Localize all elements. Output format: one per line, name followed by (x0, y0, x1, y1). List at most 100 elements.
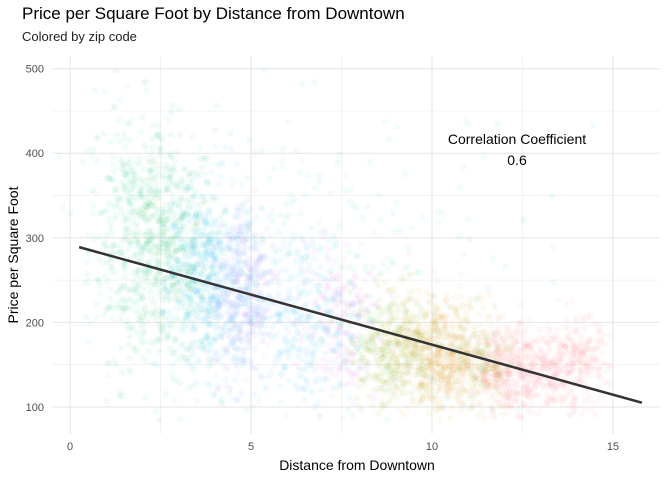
data-point (137, 229, 144, 237)
data-point (383, 366, 390, 373)
data-point (459, 302, 467, 310)
data-point (132, 159, 140, 166)
data-point (185, 311, 192, 318)
data-point (109, 161, 117, 168)
data-point (164, 334, 172, 342)
data-point (285, 118, 293, 126)
data-point (126, 120, 134, 128)
data-point (55, 152, 62, 160)
data-point (171, 350, 179, 357)
data-point (440, 298, 448, 306)
data-point (223, 264, 231, 271)
data-point (347, 378, 355, 385)
data-point (163, 201, 171, 208)
data-point (167, 310, 175, 318)
data-point (209, 264, 217, 271)
data-point (170, 265, 178, 272)
data-point (371, 342, 379, 350)
data-point (168, 281, 175, 289)
data-point (341, 357, 348, 364)
data-point (446, 331, 454, 339)
data-point (184, 247, 191, 255)
data-point (247, 265, 254, 273)
data-point (169, 240, 176, 248)
data-point (376, 296, 383, 304)
data-point (143, 237, 150, 245)
data-point (118, 209, 126, 216)
data-point (151, 278, 158, 285)
data-point (119, 165, 126, 172)
data-point (276, 309, 283, 317)
data-point (172, 294, 179, 301)
data-point (184, 196, 192, 204)
data-point (581, 325, 588, 332)
data-point (140, 182, 147, 190)
data-point (130, 278, 138, 286)
data-point (187, 263, 195, 271)
data-point (106, 175, 113, 182)
data-point (432, 359, 440, 367)
data-point (568, 298, 576, 305)
data-point (466, 121, 473, 129)
data-point (121, 134, 128, 142)
data-point (153, 187, 160, 195)
data-point (488, 333, 495, 340)
data-point (130, 208, 137, 216)
data-point (162, 211, 170, 219)
data-point (138, 314, 145, 322)
data-point (159, 322, 167, 330)
data-point (377, 216, 384, 224)
data-point (228, 145, 236, 153)
data-point (179, 243, 187, 251)
data-point (403, 369, 410, 376)
data-point (161, 209, 168, 216)
data-point (176, 379, 183, 387)
data-point (477, 401, 484, 408)
data-point (130, 288, 138, 296)
data-point (165, 331, 173, 339)
data-point (179, 210, 186, 217)
data-point (208, 361, 215, 369)
data-point (108, 268, 115, 275)
data-point (148, 249, 156, 256)
data-point (221, 346, 228, 354)
data-point (156, 287, 164, 295)
data-point (245, 136, 253, 144)
data-point (491, 371, 498, 379)
data-point (157, 216, 165, 224)
data-point (204, 380, 212, 387)
data-point (194, 168, 202, 176)
data-point (117, 303, 125, 311)
data-point (124, 321, 131, 329)
data-point (504, 332, 512, 339)
data-point (85, 278, 93, 285)
data-point (125, 209, 133, 216)
data-point (167, 324, 175, 331)
data-point (136, 187, 143, 195)
data-point (177, 244, 185, 252)
data-point (559, 371, 567, 379)
data-point (234, 369, 242, 376)
data-point (135, 244, 142, 251)
data-point (136, 210, 144, 218)
data-point (229, 268, 236, 275)
data-point (417, 312, 424, 320)
data-point (182, 229, 190, 236)
data-point (207, 293, 215, 300)
data-point (118, 392, 126, 400)
data-point (206, 232, 213, 240)
data-point (135, 294, 143, 302)
data-point (120, 283, 128, 290)
data-point (157, 291, 164, 298)
data-point (129, 167, 137, 174)
data-point (356, 306, 364, 314)
data-point (222, 143, 229, 151)
data-point (132, 183, 139, 190)
data-point (133, 250, 140, 258)
data-point (197, 216, 204, 223)
data-point (329, 347, 337, 355)
data-point (178, 352, 186, 359)
data-point (252, 265, 260, 273)
data-point (101, 207, 108, 214)
data-point (232, 361, 240, 369)
